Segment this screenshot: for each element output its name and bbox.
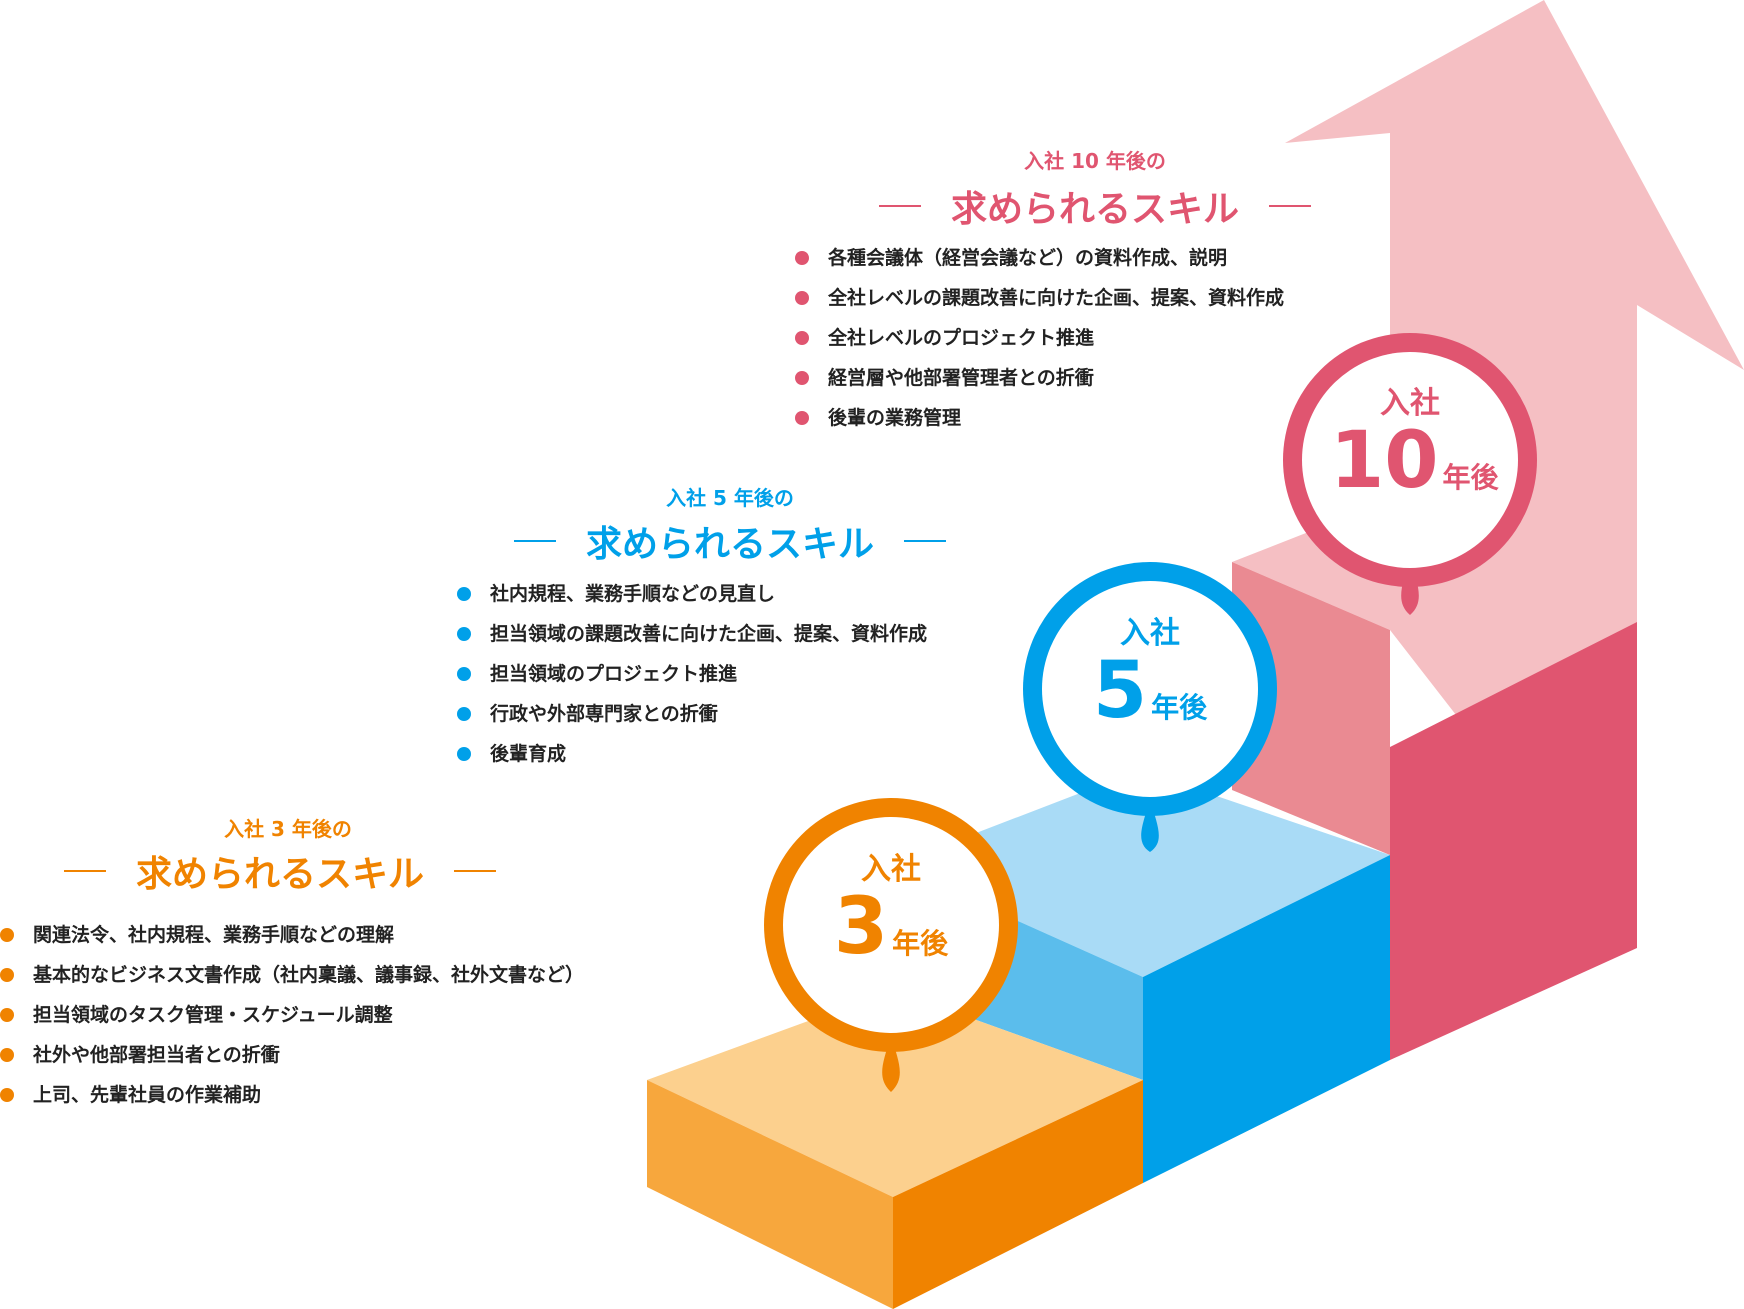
- list-item: 担当領域のタスク管理・スケジュール調整: [0, 1002, 630, 1028]
- pin-10-number: 10: [1330, 416, 1439, 506]
- section-10-eyebrow: 入社 10 年後の: [1024, 149, 1166, 173]
- skill-text: 関連法令、社内規程、業務手順などの理解: [33, 924, 395, 946]
- step-5-right: [1143, 855, 1390, 1183]
- skill-text: 経営層や他部署管理者との折衝: [828, 367, 1094, 389]
- pin-10-suffix: 年後: [1442, 461, 1499, 494]
- step-3-top: [647, 990, 1143, 1197]
- skill-text: 担当領域のプロジェクト推進: [490, 663, 738, 685]
- list-item: 担当領域のプロジェクト推進: [457, 661, 1017, 687]
- section-5-skill-list: 社内規程、業務手順などの見直し 担当領域の課題改善に向けた企画、提案、資料作成 …: [457, 581, 1017, 781]
- section-10-heading-text: 求められるスキル: [950, 189, 1240, 230]
- section-3-skill-list: 関連法令、社内規程、業務手順などの理解 基本的なビジネス文書作成（社内稟議、議事…: [0, 922, 630, 1122]
- section-3-heading: 求められるスキル: [63, 845, 497, 897]
- section-5-heading-text: 求められるスキル: [585, 524, 875, 565]
- bullet-dot-icon: [0, 928, 14, 942]
- skill-text: 後輩育成: [490, 743, 567, 765]
- pin-10-marker: [1283, 333, 1537, 615]
- section-5-eyebrow: 入社 5 年後の: [666, 486, 794, 510]
- pin-5-suffix: 年後: [1151, 691, 1208, 724]
- bullet-dot-icon: [0, 1048, 14, 1062]
- heading-dash-right: [454, 870, 497, 872]
- list-item: 関連法令、社内規程、業務手順などの理解: [0, 922, 630, 948]
- bullet-dot-icon: [795, 331, 809, 345]
- pin-5-label: 入社 5 年後: [1070, 608, 1230, 730]
- bullet-dot-icon: [795, 291, 809, 305]
- pin-5-top: 入社: [1120, 616, 1180, 651]
- list-item: 後輩育成: [457, 741, 1017, 767]
- step-3-right: [893, 1080, 1143, 1309]
- step-10-left: [1232, 562, 1390, 855]
- step-3-left: [647, 1080, 893, 1309]
- bullet-dot-icon: [457, 707, 471, 721]
- pin-3-marker: [764, 798, 1018, 1092]
- bullet-dot-icon: [457, 627, 471, 641]
- pin-3-label: 入社 3 年後: [811, 844, 971, 966]
- skill-text: 社内規程、業務手順などの見直し: [490, 583, 776, 605]
- bullet-dot-icon: [0, 1008, 14, 1022]
- pin-3-suffix: 年後: [892, 927, 949, 960]
- skill-text: 全社レベルの課題改善に向けた企画、提案、資料作成: [828, 287, 1285, 309]
- list-item: 行政や外部専門家との折衝: [457, 701, 1017, 727]
- pin-10-top: 入社: [1380, 386, 1440, 421]
- bullet-dot-icon: [457, 667, 471, 681]
- bullet-dot-icon: [795, 251, 809, 265]
- bullet-dot-icon: [0, 968, 14, 982]
- skill-text: 後輩の業務管理: [828, 407, 962, 429]
- bullet-dot-icon: [795, 371, 809, 385]
- pin-5-number: 5: [1092, 646, 1148, 736]
- heading-dash-right: [1269, 205, 1312, 207]
- skill-text: 担当領域の課題改善に向けた企画、提案、資料作成: [490, 623, 928, 645]
- skill-text: 担当領域のタスク管理・スケジュール調整: [33, 1004, 393, 1026]
- bullet-dot-icon: [457, 587, 471, 601]
- list-item: 全社レベルのプロジェクト推進: [795, 325, 1395, 351]
- section-10-skill-list: 各種会議体（経営会議など）の資料作成、説明 全社レベルの課題改善に向けた企画、提…: [795, 245, 1395, 445]
- step-5-top: [893, 770, 1390, 977]
- section-3-heading-text: 求められるスキル: [135, 854, 425, 895]
- list-item: 後輩の業務管理: [795, 405, 1395, 431]
- list-item: 社内規程、業務手順などの見直し: [457, 581, 1017, 607]
- skill-text: 各種会議体（経営会議など）の資料作成、説明: [828, 247, 1228, 269]
- bullet-dot-icon: [795, 411, 809, 425]
- list-item: 社外や他部署担当者との折衝: [0, 1042, 630, 1068]
- skill-text: 全社レベルのプロジェクト推進: [828, 327, 1095, 349]
- bullet-dot-icon: [457, 747, 471, 761]
- list-item: 担当領域の課題改善に向けた企画、提案、資料作成: [457, 621, 1017, 647]
- heading-dash-left: [513, 540, 556, 542]
- bullet-dot-icon: [0, 1088, 14, 1102]
- heading-dash-left: [878, 205, 921, 207]
- list-item: 各種会議体（経営会議など）の資料作成、説明: [795, 245, 1395, 271]
- skill-text: 行政や外部専門家との折衝: [490, 703, 718, 725]
- list-item: 基本的なビジネス文書作成（社内稟議、議事録、社外文書など）: [0, 962, 630, 988]
- section-10-heading: 求められるスキル: [878, 180, 1312, 232]
- step-10-right: [1390, 622, 1637, 1060]
- section-3-eyebrow: 入社 3 年後の: [224, 817, 352, 841]
- list-item: 全社レベルの課題改善に向けた企画、提案、資料作成: [795, 285, 1395, 311]
- pin-5-marker: [1023, 562, 1277, 852]
- heading-dash-left: [63, 870, 106, 872]
- pin-3-number: 3: [833, 882, 889, 972]
- skill-text: 社外や他部署担当者との折衝: [33, 1044, 280, 1066]
- skill-text: 基本的なビジネス文書作成（社内稟議、議事録、社外文書など）: [33, 964, 585, 986]
- list-item: 経営層や他部署管理者との折衝: [795, 365, 1395, 391]
- list-item: 上司、先輩社員の作業補助: [0, 1082, 630, 1108]
- heading-dash-right: [904, 540, 947, 542]
- skill-text: 上司、先輩社員の作業補助: [33, 1084, 262, 1106]
- pin-10-label: 入社 10 年後: [1330, 378, 1499, 500]
- section-5-heading: 求められるスキル: [513, 515, 947, 567]
- pin-3-top: 入社: [861, 852, 921, 887]
